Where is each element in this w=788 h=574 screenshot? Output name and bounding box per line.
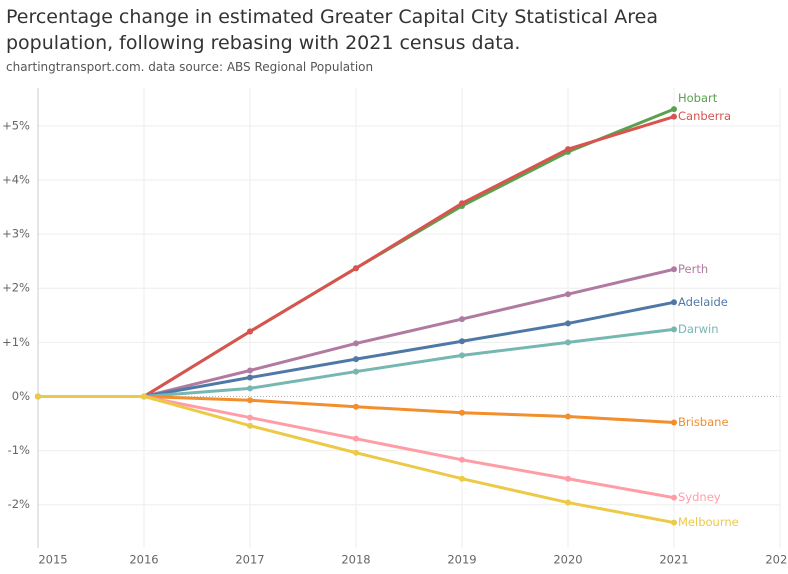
series-label: Darwin	[678, 322, 719, 336]
data-point	[565, 291, 571, 298]
data-point	[459, 200, 465, 207]
x-tick-label: 2020	[553, 553, 582, 567]
data-point	[671, 106, 677, 113]
data-point	[459, 475, 465, 482]
series-label: Perth	[678, 262, 708, 276]
data-point	[671, 299, 677, 306]
chart-subtitle: chartingtransport.com. data source: ABS …	[6, 60, 374, 74]
data-point	[35, 393, 41, 400]
chart-title: Percentage change in estimated Greater C…	[6, 6, 658, 54]
y-tick-label: +2%	[2, 281, 30, 295]
y-tick-label: -2%	[8, 497, 30, 511]
y-tick-label: 0%	[12, 389, 30, 403]
data-point	[671, 419, 677, 426]
data-point	[459, 352, 465, 359]
data-point	[671, 519, 677, 526]
data-point	[671, 494, 677, 501]
x-tick-label: 2017	[235, 553, 264, 567]
data-point	[353, 435, 359, 442]
data-point	[247, 422, 253, 429]
data-point	[459, 338, 465, 345]
series-label: Canberra	[678, 109, 731, 123]
series-label: Melbourne	[678, 515, 739, 529]
data-point	[141, 393, 147, 400]
data-point	[459, 316, 465, 323]
data-point	[565, 499, 571, 506]
y-tick-label: +5%	[2, 118, 30, 132]
data-point	[353, 368, 359, 375]
x-tick-label: 2022	[765, 553, 788, 567]
x-tick-label: 2019	[447, 553, 476, 567]
data-point	[247, 328, 253, 335]
y-tick-label: +4%	[2, 173, 30, 187]
data-point	[671, 266, 677, 273]
data-point	[247, 397, 253, 404]
data-point	[353, 403, 359, 410]
x-tick-label: 2015	[38, 553, 67, 567]
y-tick-label: -1%	[8, 443, 30, 457]
data-point	[353, 449, 359, 456]
series-label: Brisbane	[678, 415, 729, 429]
data-point	[353, 340, 359, 347]
y-tick-label: +3%	[2, 227, 30, 241]
series-label: Sydney	[678, 490, 721, 504]
data-point	[671, 326, 677, 333]
data-point	[459, 456, 465, 463]
x-tick-label: 2021	[659, 553, 688, 567]
data-point	[565, 339, 571, 346]
x-tick-label: 2018	[341, 553, 370, 567]
series-label: Adelaide	[678, 295, 728, 309]
series-label: Hobart	[678, 91, 718, 105]
data-point	[247, 374, 253, 381]
data-point	[565, 146, 571, 153]
data-point	[565, 475, 571, 482]
y-tick-label: +1%	[2, 335, 30, 349]
data-point	[459, 409, 465, 416]
data-point	[247, 367, 253, 374]
data-point	[353, 265, 359, 272]
data-point	[353, 356, 359, 363]
data-point	[565, 320, 571, 327]
data-point	[565, 413, 571, 420]
data-point	[671, 113, 677, 120]
x-tick-label: 2016	[129, 553, 158, 567]
data-point	[247, 385, 253, 392]
data-point	[247, 414, 253, 421]
